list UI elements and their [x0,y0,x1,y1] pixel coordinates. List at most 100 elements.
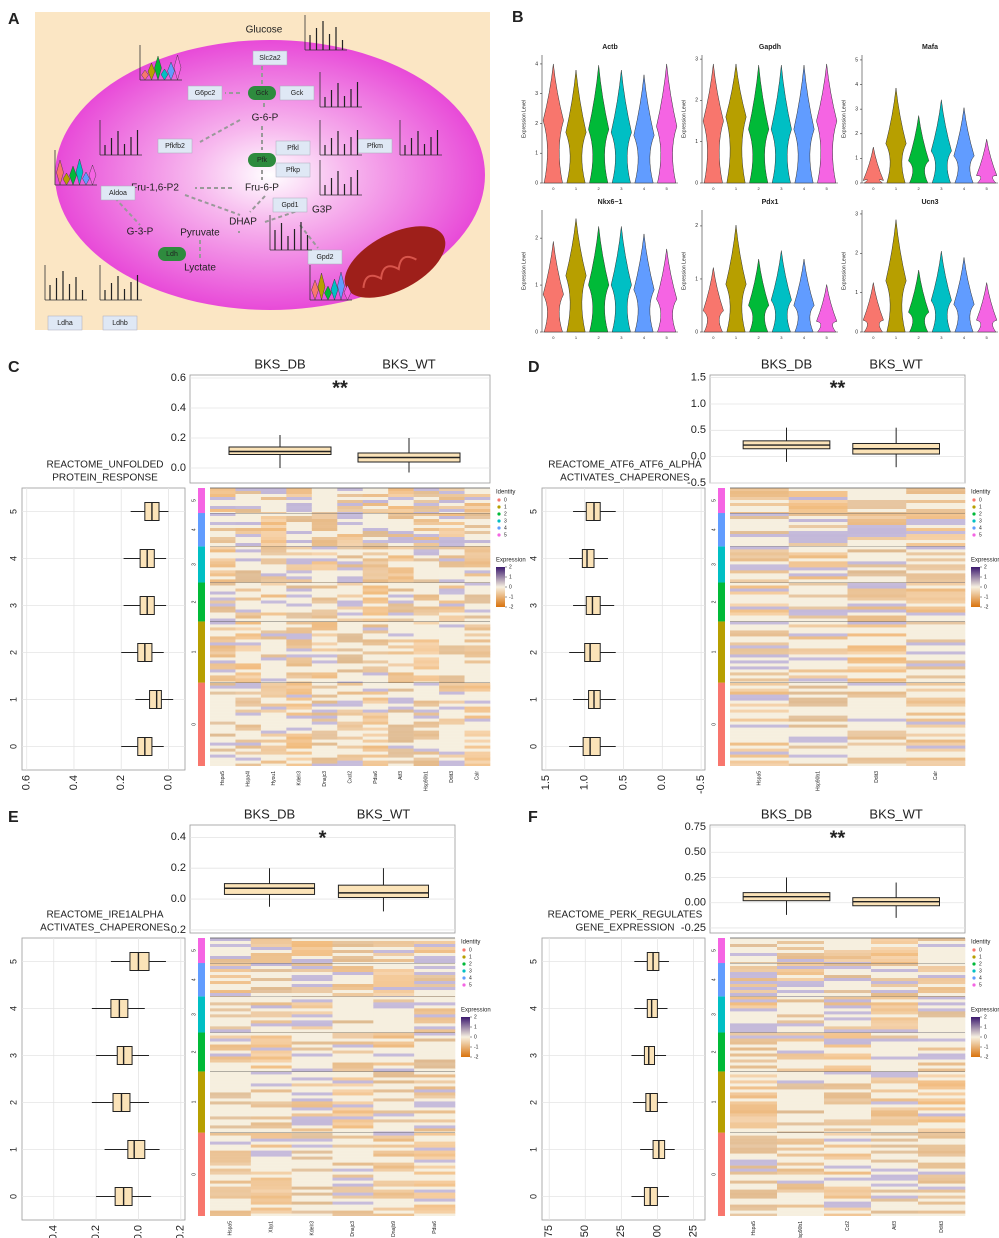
heatmap-cell [730,616,789,619]
heatmap-cell [824,993,871,996]
heatmap-cell [918,1051,965,1054]
heatmap-cell [414,1089,455,1092]
heatmap-cell [292,1057,333,1060]
heatmap-cell [251,1083,292,1086]
heatmap-cell [777,1069,824,1072]
heatmap-cell [251,969,292,972]
heatmap-cell [465,500,491,503]
heatmap-cell [730,558,789,561]
heatmap-cell [251,1080,292,1083]
heatmap-cell [730,633,789,636]
heatmap-cell [373,1122,414,1125]
heatmap-cell [789,669,848,672]
y-tick-label: 4 [8,556,18,561]
heatmap-cell [363,678,389,681]
x-tick-label: -0.5 [695,775,707,794]
heatmap-cell [730,1211,777,1214]
heatmap-cell [906,755,965,758]
heatmap-cell [730,663,789,666]
heatmap-cell [210,549,236,552]
heatmap-cell [210,494,236,497]
heatmap-cell [789,648,848,651]
heatmap-cell [363,689,389,692]
heatmap-cell [906,537,965,540]
heatmap-cell [251,1039,292,1042]
heatmap-cell [312,589,338,592]
heatmap-cell [312,651,338,654]
heatmap-cell [251,1142,292,1145]
heatmap-cell [333,1139,374,1142]
heatmap-cell [292,1033,333,1036]
heatmap-cell [286,561,312,564]
heatmap-cell [337,663,363,666]
heatmap-cell [465,722,491,725]
heatmap-cell [918,1083,965,1086]
heatmap-cell [414,509,440,512]
heatmap-cell [439,648,465,651]
heatmap-cell [312,624,338,627]
heatmap-cell [777,1166,824,1169]
heatmap-cell [312,695,338,698]
heatmap-cell [312,701,338,704]
heatmap-cell [730,564,789,567]
heatmap-cell [824,1136,871,1139]
y-tick-label: 0.2 [171,432,186,444]
heatmap-cell [848,491,907,494]
heatmap-cell [337,743,363,746]
heatmap-cell [388,589,414,592]
heatmap-cell [824,1026,871,1029]
heatmap-cell [333,1187,374,1190]
heatmap-cell [388,586,414,589]
heatmap-cell [789,710,848,713]
heatmap-cell [918,969,965,972]
heatmap-cell [730,734,789,737]
y-tick-label: 1 [528,1147,538,1152]
heatmap-cell [373,1181,414,1184]
cluster-bar [198,1033,205,1072]
heatmap-cell [373,941,414,944]
cluster-bar [718,1033,725,1072]
heatmap-cell [312,683,338,686]
heatmap-cell [235,491,261,494]
gene-label: Hsp90b1 [424,771,430,791]
heatmap-cell [261,564,287,567]
heatmap-cell [439,555,465,558]
heatmap-cell [465,627,491,630]
heatmap-cell [388,512,414,513]
heatmap-cell [918,959,965,962]
heatmap-cell [373,1074,414,1077]
heatmap-cell [439,592,465,595]
heatmap-cell [824,984,871,987]
heatmap-cell [465,583,491,586]
heatmap-cell [292,1054,333,1057]
heatmap-cell [730,1119,777,1122]
pathway-label: Gck [256,90,269,97]
y-tick-label: 1 [695,276,698,282]
heatmap-cell [465,613,491,616]
heatmap-cell [414,978,455,981]
heatmap-cell [824,1089,871,1092]
heatmap-cell [848,561,907,564]
heatmap-cell [918,953,965,956]
heatmap-cell [414,678,440,681]
heatmap-cell [210,1125,251,1128]
heatmap-cell [918,993,965,996]
heatmap-cell [333,1151,374,1154]
heatmap-cell [292,1071,333,1074]
heatmap-cell [439,666,465,669]
heatmap-cell [906,601,965,604]
heatmap-cell [235,589,261,592]
heatmap-cell [388,734,414,737]
heatmap-cell [388,543,414,546]
heatmap-cell [730,509,789,512]
heatmap-cell [730,619,789,622]
y-tick-label: -0.2 [167,924,186,936]
heatmap-cell [906,610,965,613]
heatmap-cell [730,959,777,962]
heatmap-cell [286,494,312,497]
heatmap-cell [789,586,848,589]
heatmap-cell [906,613,965,616]
heatmap-cell [235,737,261,740]
heatmap-cell [871,1193,918,1196]
heatmap-cell [414,601,440,604]
